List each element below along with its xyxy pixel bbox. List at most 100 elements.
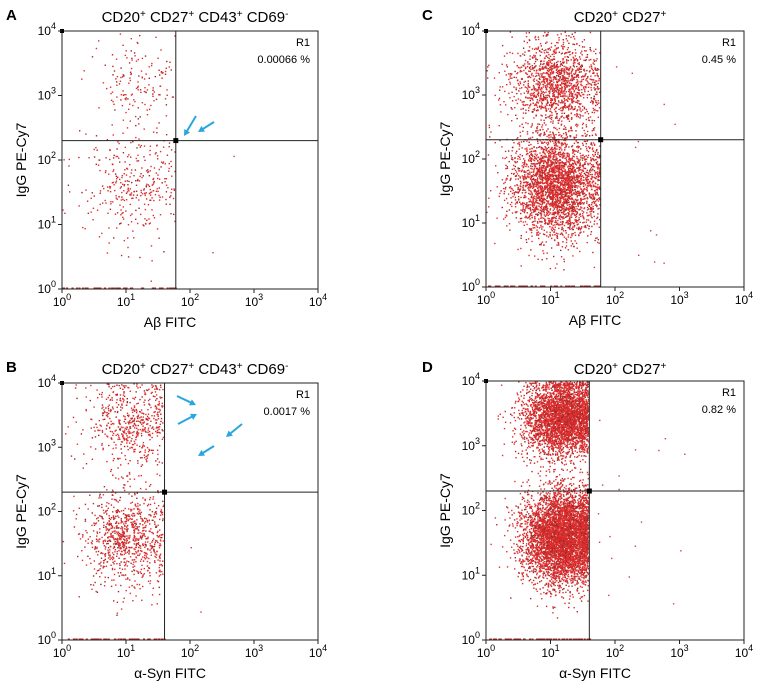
event-dot [572,233,574,235]
event-dot [533,109,536,111]
event-dot [547,150,550,152]
event-dot [540,114,542,116]
event-dot [529,137,532,139]
event-dot [562,202,564,204]
event-dot [154,75,156,78]
event-dot [555,76,557,78]
event-dot [583,88,585,90]
event-dot [494,142,496,144]
event-dot [560,205,562,208]
event-dot [535,150,537,153]
event-dot [561,222,564,224]
event-dot [122,119,125,121]
event-dot [535,207,538,209]
event-dot [114,213,117,215]
event-dot [565,144,567,146]
event-dot [580,110,582,113]
event-dot [121,174,123,177]
event-dot [543,182,545,184]
event-dot [576,203,579,205]
event-dot [520,203,522,206]
event-dot [561,115,563,117]
event-dot [569,93,571,95]
event-dot [579,182,581,184]
event-dot [90,211,92,213]
event-dot [159,214,162,216]
event-dot [556,115,558,117]
event-dot [551,163,553,165]
event-dot [112,181,115,184]
event-dot [135,218,137,220]
event-dot [572,193,574,195]
event-dot [545,114,547,116]
event-dot [587,178,589,181]
event-dot [585,59,587,61]
event-dot [576,220,578,222]
event-dot [124,146,126,149]
event-dot [576,101,578,103]
event-dot [590,168,592,170]
event-dot [572,208,574,211]
event-dot [577,181,579,183]
event-dot [554,184,556,186]
event-dot [142,224,144,226]
event-dot [560,89,563,91]
event-dot [154,194,157,196]
event-dot [582,166,584,168]
event-dot [506,178,508,180]
event-dot [499,86,501,88]
event-dot [576,174,578,176]
event-dot [564,79,567,81]
event-dot [532,183,534,185]
event-dot [543,177,546,180]
event-dot [511,168,514,171]
event-dot [121,196,123,198]
event-dot [535,173,537,175]
event-dot [573,224,576,227]
event-dot [564,185,566,188]
event-dot [168,66,170,68]
event-dot [565,230,567,232]
event-dot [553,102,555,104]
event-dot [545,177,547,179]
gate-handle[interactable] [173,138,179,144]
event-dot [598,167,601,169]
event-dot [559,80,561,82]
event-dot [566,56,569,58]
event-dot [156,155,159,157]
event-dot [564,177,567,179]
event-dot [561,86,564,89]
event-dot [558,244,560,246]
event-dot [573,137,576,140]
event-dot [578,62,580,64]
event-dot [144,103,146,106]
event-dot [565,221,568,224]
event-dot [172,96,174,98]
event-dot [581,91,583,94]
event-dot [68,158,70,161]
event-dot [135,197,137,199]
event-dot [527,166,530,168]
event-dot [593,197,595,199]
event-dot [511,158,513,160]
event-dot [584,132,586,135]
event-dot [134,55,136,57]
event-dot [592,103,594,105]
event-dot [566,59,568,61]
event-dot [555,175,557,177]
event-dot [519,69,522,72]
event-dot [570,182,572,185]
event-dot [555,91,558,93]
event-dot [575,178,578,180]
event-dot [590,186,592,188]
event-dot [553,214,555,216]
event-dot [140,70,143,72]
event-dot [553,255,555,258]
event-dot [132,197,134,199]
event-dot [568,72,571,75]
event-dot [570,191,572,193]
event-dot [525,165,527,168]
event-dot [161,287,164,289]
event-dot [560,68,563,70]
event-dot [139,146,141,148]
